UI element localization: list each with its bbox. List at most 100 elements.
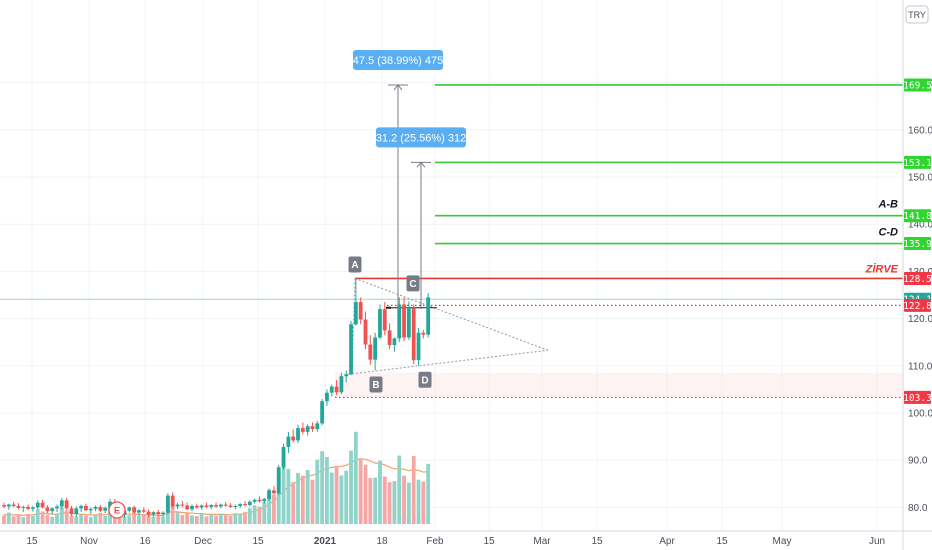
volume-bar	[185, 513, 190, 524]
level-lines	[0, 84, 903, 399]
candle	[132, 505, 137, 515]
volume-bar	[175, 512, 180, 524]
price-tag-bg	[904, 390, 931, 404]
volume-bar	[50, 516, 55, 524]
volume-bar	[247, 508, 252, 524]
candle	[93, 505, 98, 512]
candle	[165, 493, 170, 515]
price-tick-label: 160.0	[908, 125, 932, 136]
candle-body	[247, 501, 252, 506]
candle	[185, 502, 190, 511]
measure-label: 47.5 (38.99%) 475	[353, 55, 444, 67]
event-marker-circle	[108, 501, 126, 519]
candle-body	[26, 506, 30, 509]
measure-tool: 31.2 (25.56%) 312	[376, 127, 466, 310]
candle	[373, 332, 378, 371]
candle	[31, 505, 35, 512]
candle	[26, 504, 30, 511]
earnings-event-marker[interactable]: E	[108, 501, 126, 519]
candle	[426, 293, 431, 338]
candle	[378, 304, 382, 340]
candles	[2, 278, 431, 518]
candle	[228, 503, 233, 508]
candle	[416, 328, 421, 366]
candle	[6, 503, 11, 510]
measure-tool: 47.5 (38.99%) 475	[353, 49, 444, 310]
time-tick-label: Jun	[869, 536, 885, 547]
price-tag-bg	[904, 209, 931, 223]
volume-bar	[329, 472, 334, 524]
candle	[11, 501, 16, 508]
candle-body	[170, 495, 175, 507]
price-tag: 128.5	[903, 271, 932, 285]
candle-body	[98, 506, 103, 511]
measure-tools[interactable]: 47.5 (38.99%) 475 31.2 (25.56%) 312	[353, 49, 467, 310]
volume-bar	[276, 474, 281, 524]
candle	[238, 503, 243, 508]
candle-body	[387, 330, 392, 346]
price-tick-label: 140.0	[908, 220, 932, 231]
candle-body	[45, 507, 50, 512]
volume-bar	[64, 510, 69, 524]
candle-body	[69, 508, 74, 515]
volume-bar	[286, 468, 291, 524]
candle	[88, 507, 93, 515]
volume-bar	[262, 502, 267, 524]
volume-bar	[368, 477, 373, 524]
volume-bar	[243, 512, 247, 524]
candle	[21, 505, 26, 513]
volume-bar	[151, 516, 156, 524]
candle	[402, 297, 406, 342]
candle-body	[344, 374, 349, 377]
level-annotations: A-B C-D ZİRVE	[865, 199, 899, 276]
time-tick-label: 16	[139, 536, 151, 547]
price-tag: 122.8	[903, 298, 932, 312]
volume-bar	[6, 512, 11, 524]
candle-body	[267, 490, 271, 499]
candle	[194, 503, 199, 509]
candle	[2, 502, 6, 509]
volume-bar	[267, 489, 271, 524]
candle-body	[16, 505, 21, 508]
volume-bar	[199, 513, 204, 524]
candle-body	[108, 501, 112, 508]
candle	[315, 421, 320, 432]
price-tag-bg	[904, 78, 931, 92]
candle	[296, 424, 300, 444]
volume-bar	[339, 475, 344, 524]
candle	[363, 311, 368, 350]
volume-bar	[122, 516, 127, 524]
volume-bar	[93, 515, 98, 524]
level-annotation: C-D	[878, 227, 898, 239]
candle-body	[334, 386, 339, 393]
volume-bar	[108, 507, 112, 524]
volume-bar	[204, 516, 209, 524]
candle	[257, 496, 262, 503]
volume-bar	[300, 475, 305, 524]
candle	[339, 372, 344, 395]
candle-body	[397, 304, 402, 339]
candle-body	[339, 376, 344, 393]
grid	[0, 0, 903, 531]
candle-body	[55, 506, 59, 509]
candle-body	[146, 511, 151, 515]
candle	[325, 389, 329, 406]
volume-bar	[397, 455, 402, 524]
candle	[219, 503, 223, 509]
candle-body	[286, 436, 291, 447]
currency-button[interactable]: TRY	[905, 5, 929, 24]
candle	[209, 504, 214, 510]
candle-body	[21, 506, 26, 508]
time-tick-label: Mar	[533, 536, 551, 547]
candle	[392, 337, 397, 352]
candle-body	[35, 502, 40, 508]
volume-bar	[228, 516, 233, 524]
candle-body	[209, 505, 214, 507]
candle	[344, 370, 349, 383]
time-tick-label: 15	[483, 536, 495, 547]
volume-bar	[320, 451, 325, 524]
price-tag-label: 169.5	[903, 80, 932, 91]
candle-body	[421, 332, 426, 335]
point-label-bg	[369, 376, 383, 393]
